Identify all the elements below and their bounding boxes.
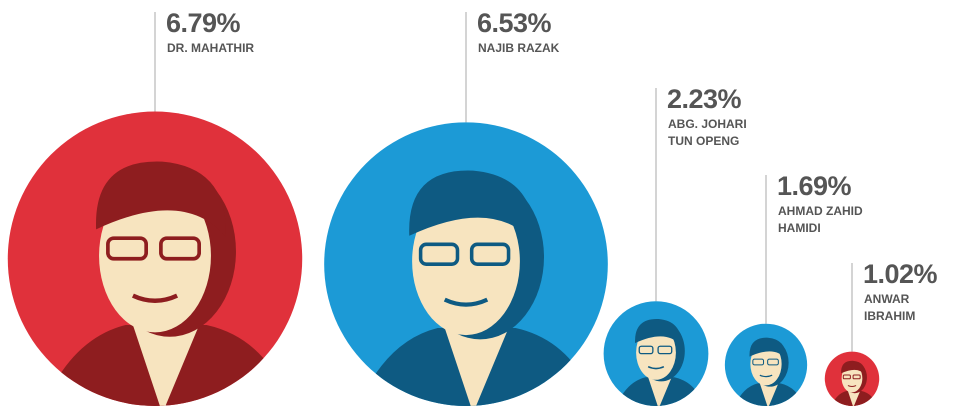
glasses-left [418,242,460,266]
glasses-right [469,242,511,266]
value-label: 2.23% [667,84,742,114]
mouth [443,297,489,307]
value-label: 6.53% [477,8,552,38]
collar [847,391,861,406]
mouth [647,365,665,370]
glasses-right [657,345,673,355]
face [750,342,782,386]
value-label: 1.69% [777,171,852,201]
glasses-right [159,236,202,261]
glasses-left [842,374,851,380]
hair [841,360,866,375]
name-label: ANWAR IBRAHIM [864,292,916,323]
mouth [131,293,179,303]
glasses-left [752,358,765,366]
glasses-left [106,236,149,261]
value-label: 6.79% [166,8,241,38]
face [99,179,211,333]
face [841,364,863,393]
face [636,325,676,380]
glasses-left [638,345,654,355]
collar [759,383,779,406]
hair [409,170,535,243]
glasses-right [852,374,861,380]
mouth [759,374,773,378]
hair [635,319,682,346]
name-label: AHMAD ZAHID HAMIDI [778,204,863,235]
face [412,187,520,336]
name-label: DR. MAHATHIR [167,41,255,55]
collar [132,325,200,406]
collar [648,377,672,406]
collar [444,327,509,406]
name-label: NAJIB RAZAK [478,41,560,55]
hair [95,161,226,237]
name-label: ABG. JOHARI TUN OPENG [668,117,747,148]
value-label: 1.02% [863,259,938,289]
mouth [847,385,857,388]
hair [749,337,786,359]
portrait [733,337,806,406]
glasses-right [767,358,779,366]
